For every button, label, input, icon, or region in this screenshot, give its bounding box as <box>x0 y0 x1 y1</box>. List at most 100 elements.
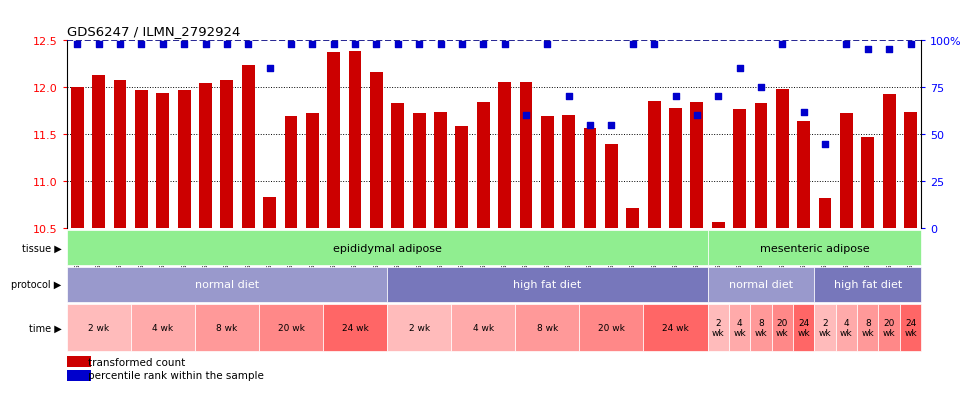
Text: normal diet: normal diet <box>729 280 793 290</box>
Text: transformed count: transformed count <box>88 357 185 367</box>
Bar <box>878 304 900 351</box>
Bar <box>776 90 789 229</box>
Text: 2 wk: 2 wk <box>409 323 429 332</box>
Bar <box>498 83 511 229</box>
Bar <box>157 93 170 229</box>
Bar <box>729 304 751 351</box>
Bar <box>814 267 921 302</box>
Bar <box>751 304 771 351</box>
Bar <box>451 304 515 351</box>
Bar <box>71 88 83 229</box>
Bar <box>858 304 878 351</box>
Point <box>839 41 855 48</box>
Point <box>176 41 192 48</box>
Bar <box>644 304 708 351</box>
Text: tissue ▶: tissue ▶ <box>22 243 62 253</box>
Bar <box>840 114 853 229</box>
Bar <box>755 104 767 229</box>
Text: 24 wk: 24 wk <box>342 323 368 332</box>
Bar <box>818 199 831 229</box>
Bar <box>708 230 921 266</box>
Point <box>710 94 726 100</box>
Point <box>518 113 534 119</box>
Bar <box>220 81 233 229</box>
Bar <box>67 230 708 266</box>
Bar <box>836 304 858 351</box>
Bar <box>711 222 724 229</box>
Bar <box>67 356 90 367</box>
Bar <box>733 109 746 229</box>
Text: 8
wk: 8 wk <box>755 318 767 337</box>
Bar <box>579 304 644 351</box>
Text: 20
wk: 20 wk <box>776 318 789 337</box>
Bar <box>370 73 383 229</box>
Point <box>881 47 897 54</box>
Text: 2
wk: 2 wk <box>818 318 831 337</box>
Bar <box>177 91 190 229</box>
Text: 4
wk: 4 wk <box>733 318 746 337</box>
Text: epididymal adipose: epididymal adipose <box>332 243 442 253</box>
Text: 4 wk: 4 wk <box>152 323 173 332</box>
Bar <box>515 304 579 351</box>
Point <box>754 85 769 91</box>
Point <box>325 41 342 48</box>
Point <box>667 94 683 100</box>
Bar <box>284 117 297 229</box>
Bar <box>519 83 532 229</box>
Bar <box>264 198 276 229</box>
Point <box>625 41 641 48</box>
Point <box>155 41 171 48</box>
Point <box>817 141 833 147</box>
Text: 24
wk: 24 wk <box>905 318 917 337</box>
Text: 4
wk: 4 wk <box>840 318 853 337</box>
Bar <box>793 304 814 351</box>
Point <box>647 41 662 48</box>
Bar <box>199 84 212 229</box>
Bar <box>242 66 255 229</box>
Bar <box>130 304 195 351</box>
Bar <box>771 304 793 351</box>
Point <box>220 41 235 48</box>
Point <box>412 41 427 48</box>
Point <box>604 122 619 129</box>
Bar <box>387 267 708 302</box>
Text: mesenteric adipose: mesenteric adipose <box>760 243 869 253</box>
Bar <box>114 81 126 229</box>
Point <box>860 47 876 54</box>
Point <box>774 41 790 48</box>
Point <box>305 41 320 48</box>
Text: 4 wk: 4 wk <box>472 323 494 332</box>
Bar <box>323 304 387 351</box>
Text: percentile rank within the sample: percentile rank within the sample <box>88 370 264 380</box>
Point <box>198 41 214 48</box>
Bar <box>67 370 90 381</box>
Bar <box>814 304 836 351</box>
Point <box>433 41 449 48</box>
Text: 8
wk: 8 wk <box>861 318 874 337</box>
Bar <box>648 102 661 229</box>
Bar <box>456 126 468 229</box>
Bar <box>861 138 874 229</box>
Text: 20 wk: 20 wk <box>598 323 625 332</box>
Bar <box>413 113 425 229</box>
Bar <box>708 304 729 351</box>
Bar <box>349 52 362 229</box>
Text: protocol ▶: protocol ▶ <box>12 280 62 290</box>
Bar <box>708 267 814 302</box>
Point <box>903 41 918 48</box>
Text: 20 wk: 20 wk <box>277 323 305 332</box>
Bar <box>92 76 105 229</box>
Point <box>689 113 705 119</box>
Point <box>390 41 406 48</box>
Point <box>91 41 107 48</box>
Bar <box>67 267 387 302</box>
Bar <box>626 208 639 229</box>
Text: 2 wk: 2 wk <box>88 323 109 332</box>
Bar <box>327 53 340 229</box>
Text: high fat diet: high fat diet <box>514 280 581 290</box>
Point <box>796 109 811 116</box>
Text: normal diet: normal diet <box>195 280 259 290</box>
Bar <box>605 144 617 229</box>
Point <box>561 94 576 100</box>
Bar <box>900 304 921 351</box>
